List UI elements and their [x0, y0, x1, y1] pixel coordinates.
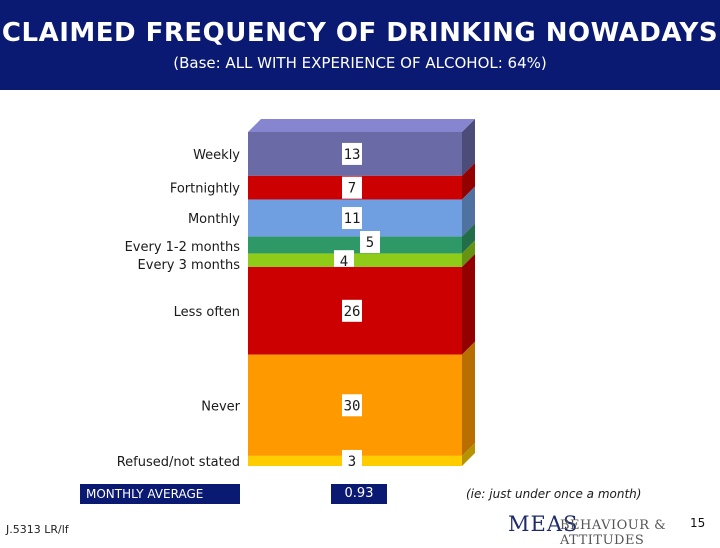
value-label-never: 30	[344, 398, 361, 414]
page-title: CLAIMED FREQUENCY OF DRINKING NOWADAYS	[1, 18, 719, 48]
bar-segment-every-1-2-months	[248, 236, 462, 254]
value-box-every-3-months	[334, 250, 354, 273]
category-label-refused-not-stated: Refused/not stated	[117, 455, 240, 470]
page-subtitle: (Base: ALL WITH EXPERIENCE OF ALCOHOL: 6…	[173, 54, 547, 72]
bar-side-refused-not-stated	[462, 442, 475, 466]
bar-side-fortnightly	[462, 162, 475, 200]
category-label-weekly: Weekly	[193, 148, 240, 163]
value-label-refused-not-stated: 3	[348, 454, 356, 470]
bar-side-monthly	[462, 186, 475, 237]
average-label-box	[80, 484, 240, 504]
bar-side-every-3-months	[462, 240, 475, 267]
category-label-monthly: Monthly	[188, 212, 240, 227]
value-box-less-often	[342, 299, 362, 322]
category-label-never: Never	[201, 399, 240, 414]
bar-top-face	[248, 119, 475, 132]
value-box-refused-not-stated	[342, 449, 362, 472]
bar-side-never	[462, 341, 475, 456]
category-label-every-3-months: Every 3 months	[138, 258, 241, 273]
page-number: 15	[690, 516, 706, 530]
meas-logo: MEAS	[508, 512, 579, 536]
value-label-monthly: 11	[344, 211, 361, 227]
value-label-every-3-months: 4	[340, 254, 348, 270]
average-value: 0.93	[331, 484, 387, 504]
value-box-monthly	[342, 207, 362, 230]
category-label-every-1-2-months: Every 1-2 months	[125, 240, 241, 255]
bar-side-every-1-2-months	[462, 223, 475, 254]
value-box-weekly	[342, 142, 362, 165]
category-label-less-often: Less often	[174, 305, 240, 320]
value-label-fortnightly: 7	[348, 181, 356, 197]
value-box-never	[342, 394, 362, 417]
average-label: MONTHLY AVERAGE	[86, 487, 204, 501]
value-label-every-1-2-months: 5	[366, 235, 374, 251]
average-note: (ie: just under once a month)	[466, 487, 642, 501]
value-label-weekly: 13	[344, 147, 361, 163]
value-label-less-often: 26	[344, 304, 361, 320]
job-reference: J.5313 LR/lf	[6, 523, 69, 536]
category-label-fortnightly: Fortnightly	[170, 182, 240, 197]
bar-segment-every-3-months	[248, 253, 462, 267]
value-box-every-1-2-months	[360, 231, 380, 254]
bar-side-less-often	[462, 253, 475, 355]
header-banner: CLAIMED FREQUENCY OF DRINKING NOWADAYS (…	[0, 0, 720, 90]
value-box-fortnightly	[342, 176, 362, 199]
bar-side-weekly	[462, 119, 475, 176]
